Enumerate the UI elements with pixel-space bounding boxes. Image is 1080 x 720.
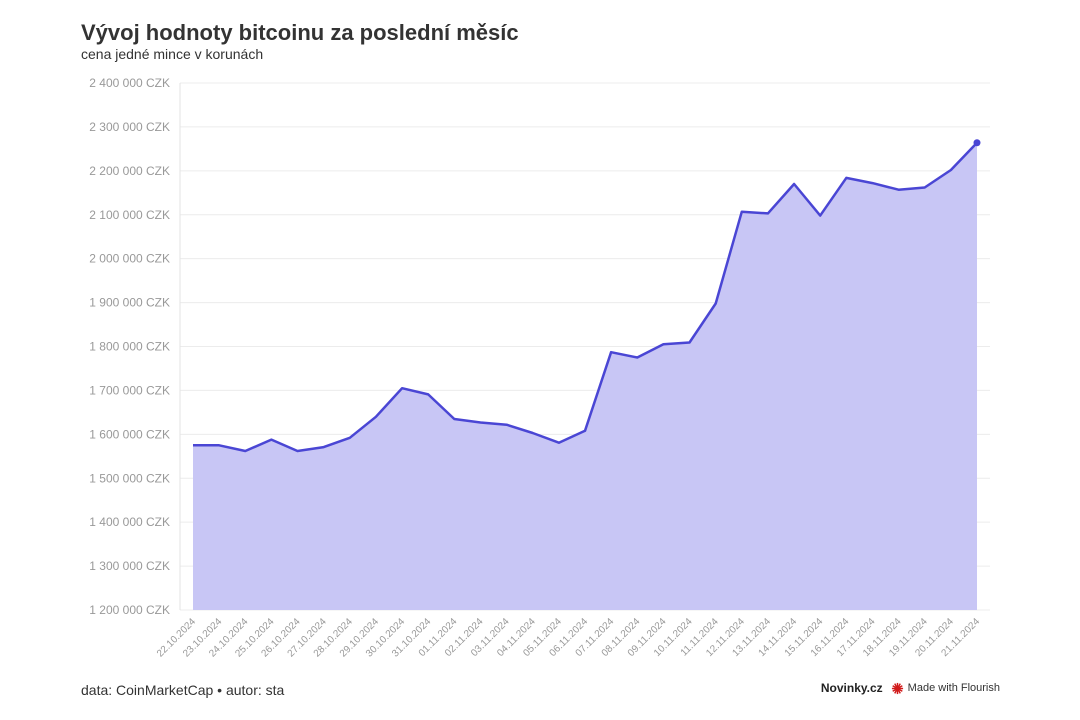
y-tick-label: 2 200 000 CZK xyxy=(89,164,170,178)
last-point-marker[interactable] xyxy=(973,139,981,147)
flourish-logo-icon xyxy=(891,682,903,694)
footer-source: data: CoinMarketCap • autor: sta xyxy=(81,682,285,698)
y-tick-label: 2 000 000 CZK xyxy=(89,252,170,266)
y-tick-label: 1 400 000 CZK xyxy=(89,515,170,529)
area-fill xyxy=(193,142,977,610)
y-tick-label: 1 200 000 CZK xyxy=(89,603,170,617)
y-tick-label: 1 600 000 CZK xyxy=(89,427,170,441)
made-with-flourish-link[interactable]: Made with Flourish xyxy=(891,682,1000,695)
y-tick-label: 2 300 000 CZK xyxy=(89,120,170,134)
y-tick-label: 1 500 000 CZK xyxy=(89,471,170,485)
area-series xyxy=(193,139,981,610)
chart-subtitle: cena jedné mince v korunách xyxy=(81,46,264,62)
y-tick-label: 1 700 000 CZK xyxy=(89,383,170,397)
flourish-label: Made with Flourish xyxy=(907,682,1000,694)
y-tick-label: 2 400 000 CZK xyxy=(89,76,170,90)
y-tick-label: 1 800 000 CZK xyxy=(89,340,170,354)
y-tick-label: 1 900 000 CZK xyxy=(89,296,170,310)
y-axis-ticks: 2 400 000 CZK 2 300 000 CZK 2 200 000 CZK 2… xyxy=(89,76,170,617)
brand-logo[interactable]: Novinky.cz xyxy=(820,681,883,695)
series-line xyxy=(193,141,978,453)
x-axis-ticks: 22.10.202423.10.202424.10.202425.10.2024… xyxy=(155,616,982,659)
y-tick-label: 2 100 000 CZK xyxy=(89,208,170,222)
chart-title: Vývoj hodnoty bitcoinu za poslední měsíc xyxy=(81,20,519,45)
y-tick-label: 1 300 000 CZK xyxy=(89,559,170,573)
footer-credits: Novinky.cz Made with Flourish xyxy=(821,681,1000,695)
